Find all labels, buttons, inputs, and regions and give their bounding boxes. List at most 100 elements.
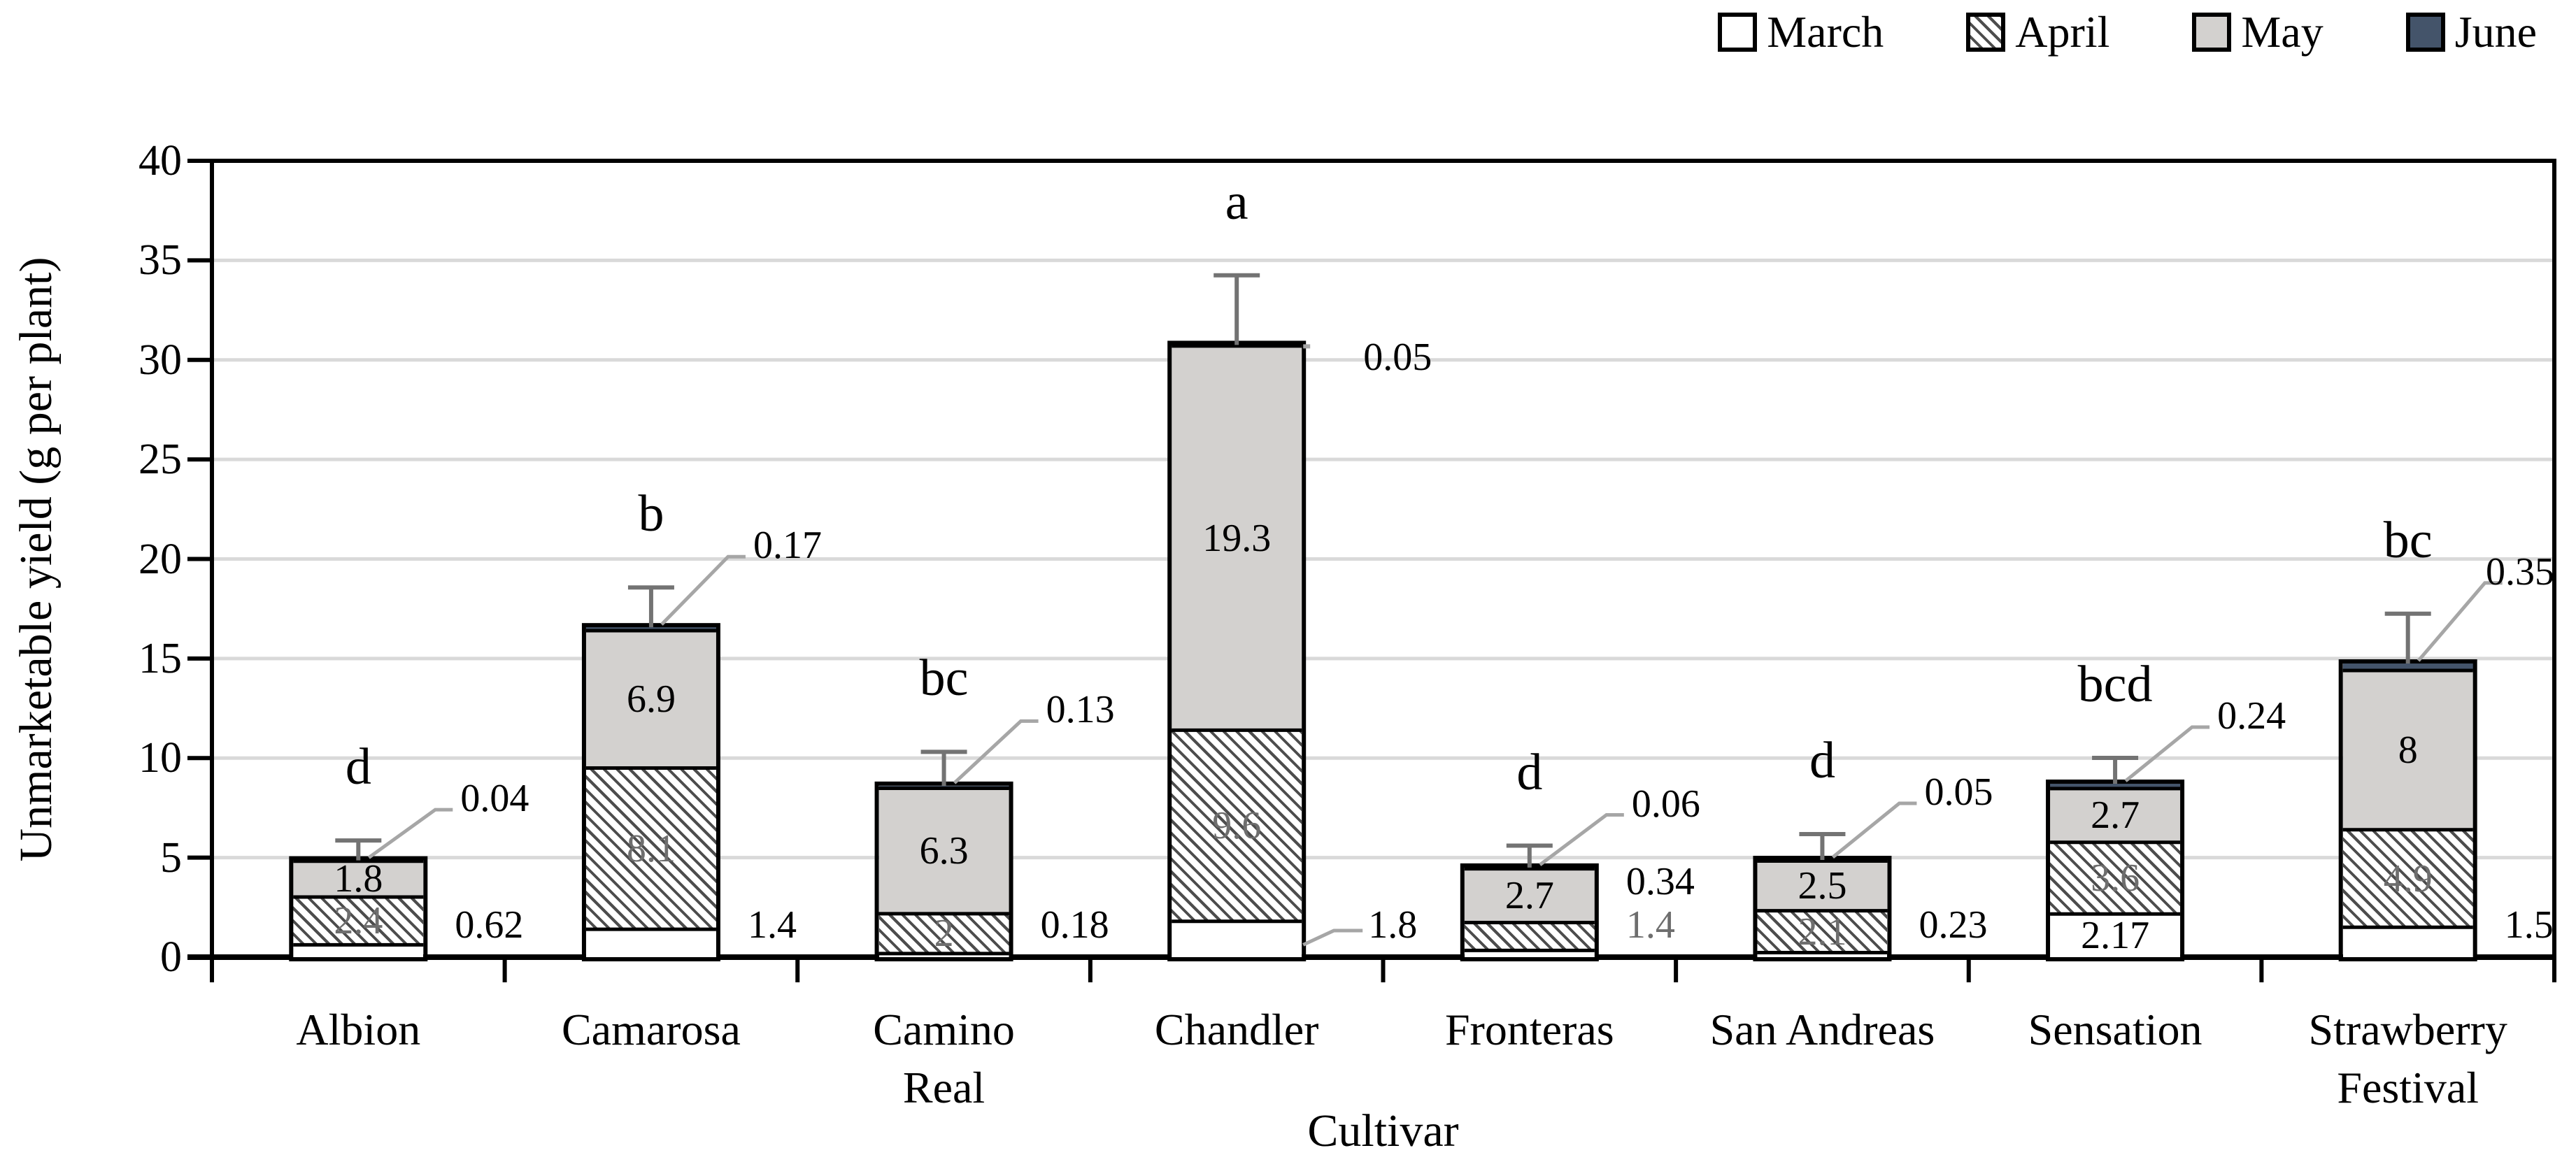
legend-label-may: May [2241,7,2324,57]
june-leader-camino-real [953,719,1039,784]
y-tick-label-25: 25 [138,436,182,484]
label-may-san-andreas: 2.5 [1798,864,1847,908]
label-april-sensation: 3.6 [2091,856,2140,900]
bar-segment-may-san-andreas [1757,861,1888,911]
sig-letter-fronteras: d [1516,743,1543,801]
label-march-albion: 0.62 [455,903,524,947]
bar-segment-may-fronteras [1464,868,1595,923]
bar-segment-may-chandler [1172,345,1302,731]
bar-outline-camarosa [581,623,720,961]
bar-segment-may-strawberry-festival [2342,670,2473,830]
bar-segment-april-sensation [2050,842,2181,915]
label-may-camino-real: 6.3 [919,829,969,873]
x-label-chandler: Chandler [1154,1005,1319,1054]
label-march-camino-real: 0.18 [1040,903,1109,947]
label-june-strawberry-festival: 0.35 [2486,550,2554,594]
legend-item-april: April [1966,10,2109,55]
label-april-fronteras: 1.4 [1625,903,1675,947]
bar-segment-june-sensation [2050,783,2181,789]
bar-segment-june-strawberry-festival [2342,663,2473,670]
label-may-sensation: 2.7 [2091,794,2140,838]
x-label-sensation: Sensation [2028,1005,2203,1054]
june-leader-albion [367,808,453,859]
label-june-sensation: 0.24 [2217,694,2286,738]
june-leader-sensation [2124,725,2210,782]
y-tick-label-15: 15 [138,634,182,682]
x-label-strawberry-festival: Strawberry Festival [2308,1005,2507,1113]
label-april-chandler: 9.6 [1212,804,1262,848]
bar-segment-march-camarosa [585,929,716,957]
bar-segment-april-san-andreas [1757,910,1888,953]
label-june-san-andreas: 0.05 [1924,770,1993,815]
sig-letter-camarosa: b [638,485,664,543]
bar-segment-march-strawberry-festival [2342,927,2473,957]
legend-label-march: March [1767,7,1884,57]
bar-segment-march-sensation [2050,914,2181,957]
x-label-camarosa: Camarosa [561,1005,741,1054]
label-april-albion: 2.4 [334,899,383,943]
bar-segment-may-camarosa [585,631,716,768]
label-june-chandler: 0.05 [1363,336,1432,380]
label-may-albion: 1.8 [334,857,383,901]
legend-label-june: June [2454,7,2537,57]
label-may-camarosa: 6.9 [626,677,676,722]
april-swatch-icon [1966,13,2006,52]
x-label-camino-real: Camino Real [873,1005,1015,1113]
legend-label-april: April [2015,7,2110,57]
legend: March April May June [1718,10,2537,55]
june-leader-camarosa [660,554,746,626]
legend-item-may: May [2192,7,2324,57]
sig-letter-strawberry-festival: bc [2383,511,2433,569]
may-swatch-icon [2192,13,2232,52]
bar-segment-april-camarosa [585,768,716,930]
june-swatch-icon [2405,13,2445,52]
bar-segment-april-albion [293,897,424,945]
june-leader-fronteras [1539,813,1624,866]
label-march-fronteras: 0.34 [1625,860,1695,903]
label-may-fronteras: 2.7 [1504,874,1554,917]
label-april-camarosa: 8.1 [626,826,676,870]
label-march-strawberry-festival: 1.5 [2504,903,2554,947]
bar-segment-april-chandler [1172,730,1302,921]
label-march-chandler: 1.8 [1368,903,1418,947]
label-june-albion: 0.04 [460,777,529,821]
march-leader-chandler [1302,928,1363,947]
label-march-camarosa: 1.4 [747,903,797,947]
sig-letter-albion: d [345,738,371,796]
y-tick-label-10: 10 [138,734,182,782]
label-april-san-andreas: 2.1 [1798,910,1847,954]
y-tick-label-20: 20 [138,535,182,583]
x-label-fronteras: Fronteras [1444,1005,1614,1054]
sig-letter-san-andreas: d [1809,732,1835,790]
label-may-strawberry-festival: 8 [2398,728,2418,772]
june-leader-san-andreas [1831,801,1917,859]
y-axis-title: Unmarketable yield (g per plant) [10,257,62,861]
label-june-camino-real: 0.13 [1046,688,1115,732]
label-april-camino-real: 2 [934,912,954,956]
bar-segment-april-camino-real [878,913,1009,954]
label-march-san-andreas: 0.23 [1919,903,1988,947]
bar-segment-may-sensation [2050,788,2181,842]
y-tick-label-0: 0 [160,933,182,981]
legend-item-june: June [2405,7,2537,57]
sig-letter-camino-real: bc [919,650,969,708]
sig-letter-chandler: a [1225,173,1248,231]
bar-segment-march-chandler [1172,921,1302,957]
bar-segment-may-camino-real [878,788,1009,914]
bar-segment-march-fronteras [1464,950,1595,957]
bar-segment-april-strawberry-festival [2342,829,2473,928]
y-tick-label-35: 35 [138,236,182,285]
bar-segment-may-albion [293,861,424,897]
y-tick-label-40: 40 [138,137,182,185]
june-leader-strawberry-festival [2417,581,2503,662]
label-march-sensation: 2.17 [2081,914,2150,958]
bar-outline-strawberry-festival [2338,659,2477,962]
sig-letter-sensation: bcd [2077,655,2153,713]
label-april-strawberry-festival: 4.9 [2383,856,2433,901]
x-axis-title: Cultivar [1307,1105,1459,1156]
bar-segment-march-san-andreas [1757,952,1888,957]
x-label-albion: Albion [296,1005,421,1054]
bar-outline-chandler [1167,340,1307,961]
